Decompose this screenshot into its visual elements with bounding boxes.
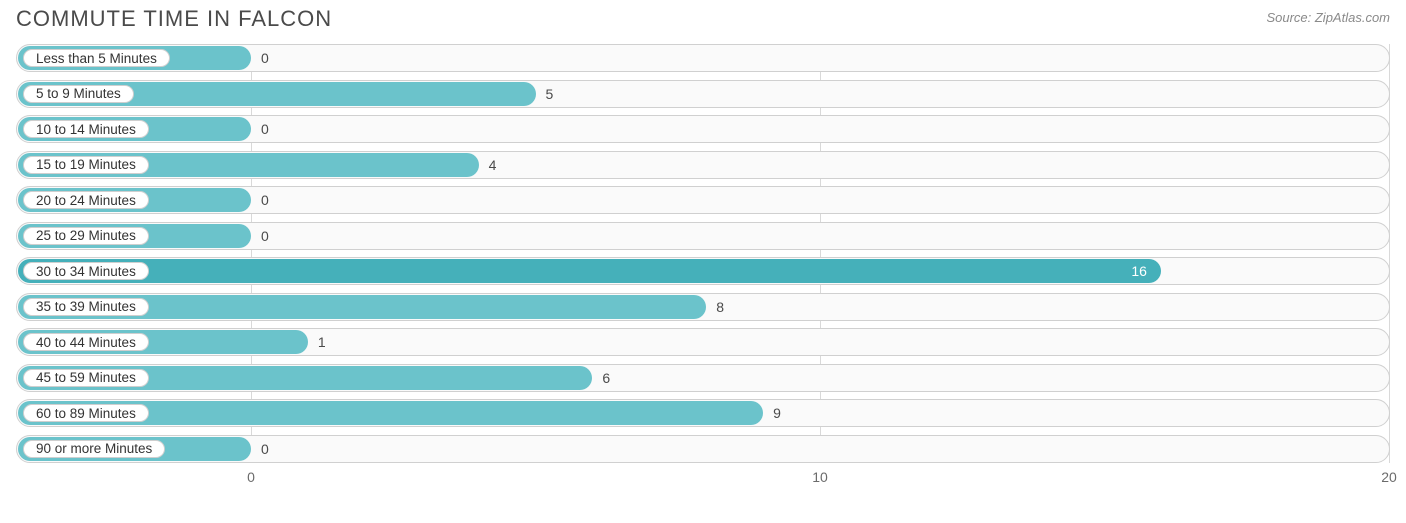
value-label: 0 <box>261 435 269 463</box>
x-tick: 20 <box>1381 469 1397 485</box>
bar-fill <box>18 259 1161 283</box>
bar-row: 20 to 24 Minutes 0 <box>16 186 1390 214</box>
bar-row: 40 to 44 Minutes 1 <box>16 328 1390 356</box>
bar-row: 35 to 39 Minutes 8 <box>16 293 1390 321</box>
category-pill: 30 to 34 Minutes <box>23 262 149 280</box>
bar-row: 45 to 59 Minutes 6 <box>16 364 1390 392</box>
category-pill: 25 to 29 Minutes <box>23 227 149 245</box>
x-tick: 0 <box>247 469 255 485</box>
value-label: 1 <box>318 328 326 356</box>
category-pill: 20 to 24 Minutes <box>23 191 149 209</box>
bar-row: 30 to 34 Minutes 16 <box>16 257 1390 285</box>
value-label: 0 <box>261 115 269 143</box>
category-pill: 40 to 44 Minutes <box>23 333 149 351</box>
value-label: 0 <box>261 44 269 72</box>
value-label: 0 <box>261 222 269 250</box>
chart-x-axis: 01020 <box>16 467 1390 491</box>
category-pill: 35 to 39 Minutes <box>23 298 149 316</box>
bar-row: 90 or more Minutes 0 <box>16 435 1390 463</box>
bar-row: 25 to 29 Minutes 0 <box>16 222 1390 250</box>
bar-row: 10 to 14 Minutes 0 <box>16 115 1390 143</box>
bar-row: 60 to 89 Minutes 9 <box>16 399 1390 427</box>
value-label: 9 <box>773 399 781 427</box>
bar-row: 5 to 9 Minutes 5 <box>16 80 1390 108</box>
chart-header: COMMUTE TIME IN FALCON Source: ZipAtlas.… <box>0 0 1406 36</box>
category-pill: 60 to 89 Minutes <box>23 404 149 422</box>
bar-row: 15 to 19 Minutes 4 <box>16 151 1390 179</box>
bar-row: Less than 5 Minutes 0 <box>16 44 1390 72</box>
value-label: 5 <box>546 80 554 108</box>
category-pill: 15 to 19 Minutes <box>23 156 149 174</box>
x-tick: 10 <box>812 469 828 485</box>
category-pill: 90 or more Minutes <box>23 440 165 458</box>
chart-source: Source: ZipAtlas.com <box>1266 6 1390 25</box>
value-label: 4 <box>489 151 497 179</box>
value-label: 8 <box>716 293 724 321</box>
value-label: 0 <box>261 186 269 214</box>
category-pill: 45 to 59 Minutes <box>23 369 149 387</box>
category-pill: Less than 5 Minutes <box>23 49 170 67</box>
chart-area: Less than 5 Minutes 0 5 to 9 Minutes 5 10 to… <box>0 36 1406 491</box>
value-label: 6 <box>602 364 610 392</box>
chart-title: COMMUTE TIME IN FALCON <box>16 6 332 32</box>
category-pill: 5 to 9 Minutes <box>23 85 134 103</box>
chart-plot: Less than 5 Minutes 0 5 to 9 Minutes 5 10 to… <box>16 44 1390 463</box>
category-pill: 10 to 14 Minutes <box>23 120 149 138</box>
value-label: 16 <box>1131 257 1147 285</box>
